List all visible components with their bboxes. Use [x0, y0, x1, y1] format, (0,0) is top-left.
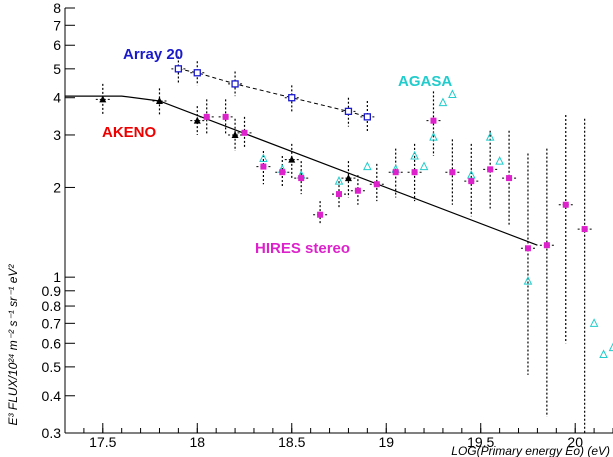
- hires-point: [468, 178, 475, 185]
- y-tick-label: 0.3: [42, 425, 62, 441]
- x-tick-label: 17.5: [89, 434, 116, 450]
- agasa-point: [438, 97, 448, 107]
- axes: 17.5 18 18.5 19 19.5 200.30.40.50.60.70.80.91…: [42, 0, 613, 450]
- y-tick-label: 3: [53, 127, 61, 143]
- agasa-point: [466, 169, 476, 179]
- hires-point: [524, 245, 531, 252]
- agasa-point: [419, 161, 429, 171]
- text-labels: Array 20 AKENO AGASA HIRES stereo LOG(Pr…: [6, 46, 610, 457]
- agasa-point: [363, 161, 372, 171]
- array20-point: [231, 80, 239, 88]
- hires-point: [354, 187, 361, 194]
- agasa-point: [448, 89, 457, 99]
- hires-point: [430, 117, 437, 124]
- agasa-point: [589, 318, 599, 327]
- agasa-point: [410, 150, 419, 160]
- array20-point: [193, 69, 201, 77]
- hires-point: [543, 242, 550, 249]
- akeno-point: [155, 96, 163, 104]
- agasa-point: [485, 132, 495, 141]
- hires-point: [581, 226, 588, 233]
- y-tick-label: 8: [53, 0, 61, 16]
- y-tick-label: 0.4: [42, 388, 62, 404]
- legend-label-akeno: AKENO: [102, 124, 157, 141]
- y-tick-label: 0.8: [42, 298, 62, 314]
- y-tick-label: 2: [53, 179, 61, 195]
- hires-point: [449, 169, 456, 176]
- hires-point: [298, 175, 305, 182]
- hires-point: [222, 113, 229, 120]
- hires-point: [317, 211, 324, 218]
- hires-point: [487, 166, 494, 173]
- series-lines: [65, 68, 538, 246]
- x-tick-label: 19.5: [467, 434, 494, 450]
- akeno-point: [193, 116, 201, 124]
- akeno-point: [99, 95, 107, 103]
- x-tick-label: 19: [378, 434, 394, 450]
- agasa-point: [259, 153, 268, 163]
- array20-point: [363, 113, 371, 121]
- hires-point: [392, 169, 399, 176]
- y-tick-label: 0.5: [42, 359, 62, 375]
- data-points: [99, 65, 613, 359]
- agasa-point: [495, 156, 504, 165]
- akeno-point: [288, 155, 296, 163]
- x-axis-title: LOG(Primary energy Eo) (eV): [451, 444, 610, 457]
- agasa-point: [523, 275, 533, 285]
- hires-point: [562, 201, 569, 208]
- x-tick-label: 18: [189, 434, 205, 450]
- hires-point: [336, 191, 342, 198]
- akeno-point: [344, 174, 352, 182]
- y-tick-label: 0.7: [42, 315, 62, 331]
- hires-point: [260, 163, 267, 170]
- y-tick-label: 4: [53, 90, 61, 106]
- hires-point: [373, 181, 380, 188]
- y-tick-label: 0.9: [42, 283, 62, 299]
- array20-point: [174, 65, 183, 73]
- hires-point: [203, 113, 210, 120]
- y-tick-label: 5: [53, 61, 61, 77]
- x-tick-label: 18.5: [278, 434, 305, 450]
- hires-point: [279, 169, 286, 176]
- agasa-point: [429, 132, 438, 141]
- array20-point: [344, 107, 353, 116]
- y-tick-label: 7: [53, 17, 61, 33]
- y-tick-label: 0.6: [42, 335, 62, 351]
- y-tick-label: 1: [53, 269, 61, 285]
- akeno-fit-line: [65, 95, 538, 246]
- akeno-point: [231, 130, 239, 138]
- agasa-point: [599, 349, 608, 359]
- x-tick-label: 20: [567, 434, 583, 450]
- array20-point: [288, 94, 296, 102]
- hires-point: [411, 169, 418, 176]
- legend-label-hires: HIRES stereo: [255, 240, 350, 257]
- hires-point: [506, 175, 513, 182]
- agasa-point: [608, 342, 613, 352]
- legend-label-array20: Array 20: [123, 46, 183, 63]
- legend-label-agasa: AGASA: [398, 73, 452, 90]
- hires-point: [241, 129, 248, 136]
- agasa-point: [334, 176, 344, 185]
- y-tick-label: 6: [53, 37, 61, 53]
- y-axis-title: E³ FLUX/10²⁴ m⁻² s⁻¹ sr⁻¹ eV²: [6, 264, 20, 426]
- array20-connector-line: [178, 68, 368, 118]
